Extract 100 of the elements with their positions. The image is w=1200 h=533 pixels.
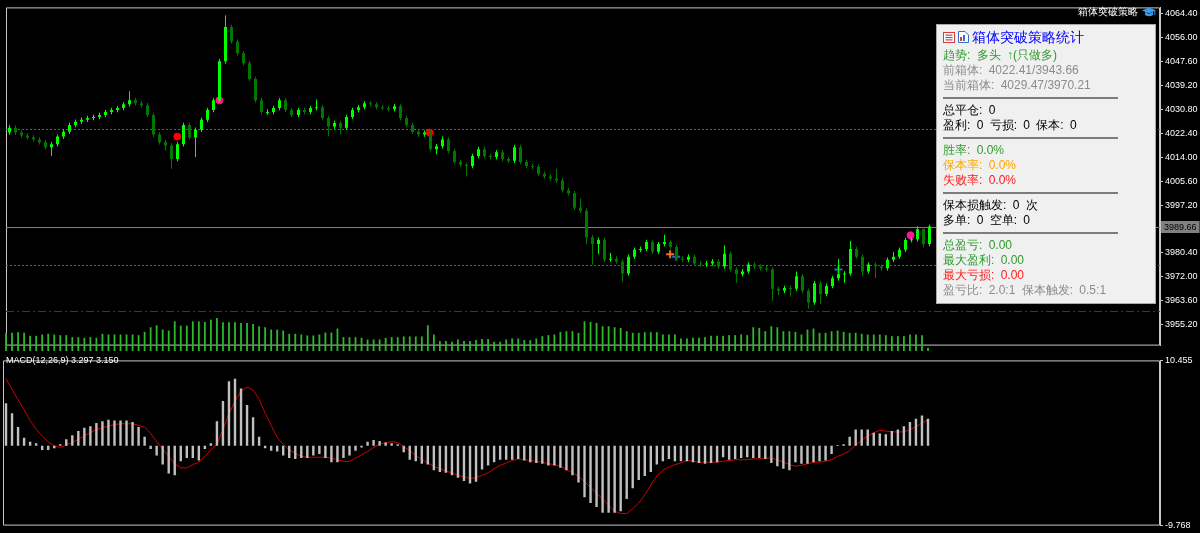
candlestick <box>627 253 630 277</box>
bar <box>137 427 140 446</box>
bar <box>595 445 598 508</box>
bar <box>541 445 544 464</box>
y-tick-label: 4030.80 <box>1165 103 1198 114</box>
bar <box>818 445 821 462</box>
bar <box>101 421 104 446</box>
bar <box>854 429 857 446</box>
candlestick <box>513 144 516 164</box>
annotation: 当前箱体: 4029.47/3970.21 <box>943 78 1091 93</box>
bar <box>372 440 375 446</box>
y-tick-label: -9.768 <box>1165 520 1191 531</box>
bar <box>559 445 562 468</box>
bar <box>318 445 321 454</box>
candlestick <box>813 280 816 306</box>
bar <box>366 441 369 446</box>
bar <box>782 445 785 469</box>
bar <box>589 445 592 503</box>
bar <box>806 445 809 464</box>
bar <box>535 445 538 463</box>
ref-line-label: 3989.66 <box>1164 221 1197 232</box>
bar <box>125 420 128 446</box>
bar <box>71 435 74 446</box>
candlestick <box>248 60 251 82</box>
y-tick-label: 4022.40 <box>1165 127 1198 138</box>
bar <box>613 445 616 513</box>
bar <box>390 443 393 446</box>
candlestick <box>182 122 185 148</box>
candlestick <box>807 288 810 310</box>
bar <box>788 445 791 471</box>
annotation: 盈亏比: 2.0:1 保本触发: 0.5:1 <box>943 283 1107 298</box>
y-tick-label: 4064.40 <box>1165 7 1198 18</box>
annotation: 最大盈利: 0.00 <box>943 253 1025 268</box>
bar <box>800 445 803 464</box>
candlestick <box>176 141 179 162</box>
bar <box>324 445 327 459</box>
candlestick <box>723 245 726 270</box>
bar <box>378 440 381 446</box>
bar <box>571 445 574 476</box>
y-tick-label: 4005.60 <box>1165 175 1198 186</box>
bar <box>149 445 152 450</box>
y-tick-label: 3997.20 <box>1165 199 1198 210</box>
annotation: 总盈亏: 0.00 <box>943 238 1013 253</box>
bar <box>577 445 580 483</box>
annotation: 最大亏损: 0.00 <box>943 268 1025 283</box>
annotation: 趋势: 多头 ↑(只做多) <box>943 48 1057 63</box>
bar <box>348 445 351 456</box>
bar <box>336 445 339 463</box>
candlestick <box>591 234 594 266</box>
candlestick <box>861 253 864 277</box>
bar <box>830 445 833 454</box>
candlestick <box>519 144 522 165</box>
bar <box>848 436 851 446</box>
bar <box>607 445 610 513</box>
chart-title: MACD(12,26,9) 3.297 3.150 <box>6 355 119 366</box>
bar <box>161 445 164 465</box>
candlestick <box>429 129 432 152</box>
annotation: 失败率: 0.0% <box>943 173 1017 188</box>
y-tick-label: 3980.40 <box>1165 247 1198 258</box>
annotation: 盈利: 0 亏损: 0 保本: 0 <box>943 118 1077 133</box>
annotation: 前箱体: 4022.41/3943.66 <box>943 63 1079 78</box>
candlestick <box>230 24 233 45</box>
candlestick <box>170 142 173 170</box>
bar <box>34 443 38 446</box>
point <box>906 231 915 240</box>
bar <box>812 445 815 463</box>
candlestick <box>801 273 804 294</box>
candlestick <box>837 258 840 282</box>
bar <box>131 422 134 446</box>
bar <box>583 445 586 498</box>
candlestick <box>729 251 732 273</box>
bar <box>209 443 213 446</box>
candlestick <box>465 162 468 177</box>
bar <box>77 431 80 446</box>
bar <box>547 445 550 466</box>
annotation: 保本率: 0.0% <box>943 158 1017 173</box>
candlestick <box>327 115 330 137</box>
bar <box>113 420 116 446</box>
candlestick <box>254 76 257 104</box>
candlestick <box>573 190 576 211</box>
candlestick <box>795 270 798 292</box>
y-tick-label: 4047.60 <box>1165 55 1198 66</box>
y-tick-label: 4039.20 <box>1165 79 1198 90</box>
bar <box>619 445 622 512</box>
candlestick <box>194 126 197 158</box>
candlestick <box>922 226 925 249</box>
y-tick-label: 3972.00 <box>1165 271 1198 282</box>
y-tick-label: 3963.60 <box>1165 295 1198 306</box>
candlestick <box>843 270 846 284</box>
bar <box>601 445 604 513</box>
y-tick-label: 3955.20 <box>1165 319 1198 330</box>
bar <box>770 445 773 463</box>
bar <box>107 419 110 446</box>
bar <box>824 445 827 461</box>
text: 箱体突破策略统计 <box>972 28 1084 46</box>
candlestick <box>789 285 792 298</box>
bar <box>330 445 333 463</box>
candlestick <box>928 224 931 247</box>
annotation: 保本损触发: 0 次 <box>943 198 1038 213</box>
bar <box>312 445 315 456</box>
